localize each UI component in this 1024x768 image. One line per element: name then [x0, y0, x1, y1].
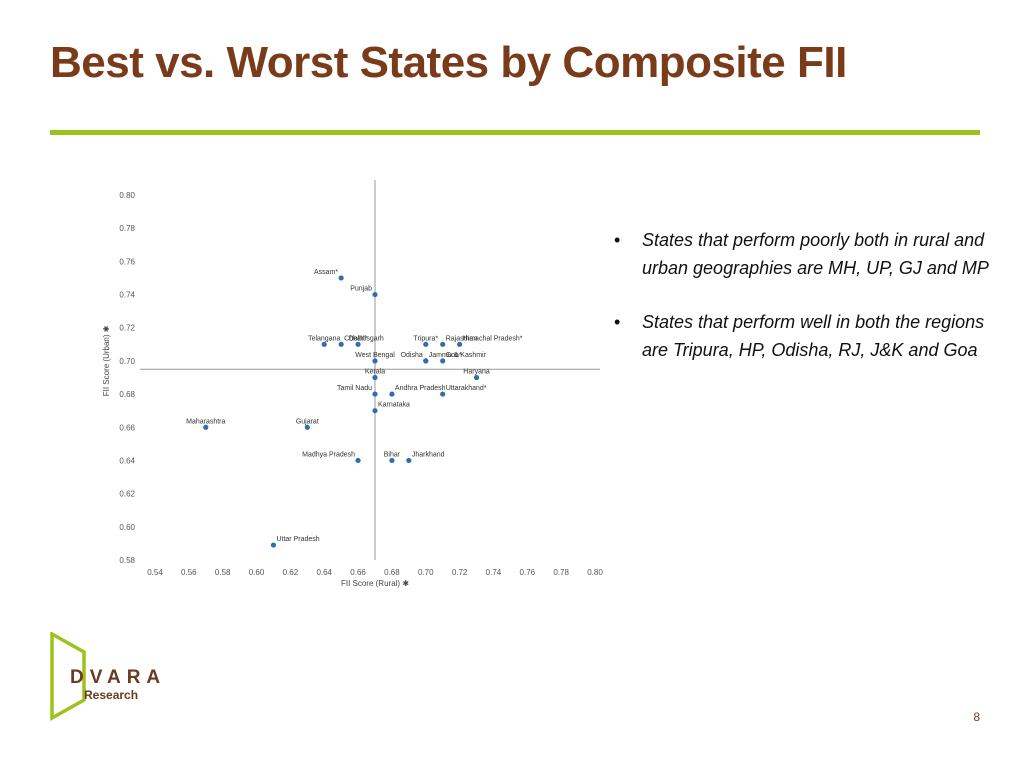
point-label: Karnataka	[378, 402, 410, 409]
point-label: Himachal Pradesh*	[463, 335, 523, 342]
data-point	[440, 358, 446, 364]
x-tick-label: 0.70	[418, 568, 434, 577]
x-tick-label: 0.60	[249, 568, 265, 577]
x-tick-label: 0.62	[283, 568, 299, 577]
data-point	[440, 391, 446, 397]
point-label: Rajasthan	[446, 335, 478, 342]
point-label: Tripura*	[413, 335, 438, 342]
chart-svg: 0.58 0.60 0.62 0.64 0.66 0.68 0.70 0.72 0.74 0.76…	[102, 180, 603, 588]
point-label: Andhra Pradesh	[395, 385, 446, 392]
logo-subtitle: Research	[84, 688, 139, 702]
title-underline	[50, 130, 980, 135]
point-label: Delhi*	[349, 335, 368, 342]
data-point	[389, 391, 395, 397]
scatter-chart: 0.58 0.60 0.62 0.64 0.66 0.68 0.70 0.72 0.74 0.76…	[95, 175, 615, 605]
y-tick-label: 0.68	[119, 390, 135, 399]
y-tick-label: 0.64	[119, 456, 135, 465]
y-tick-label: 0.72	[119, 324, 135, 333]
point-label: Uttar Pradesh	[276, 536, 319, 543]
point-label: Uttarakhand*	[446, 385, 487, 392]
x-tick-label: 0.54	[147, 568, 163, 577]
data-point	[372, 391, 378, 397]
data-point	[338, 275, 344, 281]
bullet-item: • States that perform well in both the r…	[614, 308, 1004, 364]
page-title: Best vs. Worst States by Composite FII	[50, 38, 847, 87]
data-point	[203, 424, 209, 430]
data-point	[372, 291, 378, 298]
logo-name: DVARA	[70, 667, 167, 688]
y-tick-label: 0.70	[119, 357, 135, 366]
point-label: West Bengal	[355, 352, 395, 359]
data-point	[372, 374, 378, 381]
bullet-list: • States that perform poorly both in rur…	[614, 226, 1004, 390]
data-point	[372, 408, 378, 414]
y-tick-label: 0.76	[119, 257, 135, 266]
data-point	[423, 358, 429, 364]
x-tick-label: 0.56	[181, 568, 197, 577]
bullet-text: States that perform poorly both in rural…	[642, 230, 989, 278]
point-label: Odisha	[401, 352, 423, 359]
x-tick-label: 0.68	[384, 568, 400, 577]
dvara-logo: DVARA Research	[48, 632, 178, 722]
x-tick-label: 0.72	[452, 568, 468, 577]
x-tick-label: 0.74	[486, 568, 502, 577]
data-point	[270, 542, 277, 548]
x-tick-label: 0.80	[587, 568, 603, 577]
point-label: Maharashtra	[186, 418, 225, 425]
point-label: Bihar	[384, 451, 401, 458]
x-axis-label: FII Score (Rural) ✱	[341, 579, 409, 588]
y-tick-label: 0.78	[119, 224, 135, 233]
x-tick-label: 0.64	[316, 568, 332, 577]
data-point	[406, 457, 412, 464]
bullet-marker: •	[614, 230, 621, 250]
data-point	[338, 341, 344, 347]
point-label: Assam*	[314, 269, 338, 276]
point-label: Jammu & Kashmir	[429, 352, 487, 359]
point-label: Tamil Nadu	[337, 385, 372, 392]
point-label: Telangana	[308, 335, 340, 342]
point-label: Haryana	[463, 369, 490, 376]
point-label: Madhya Pradesh	[302, 451, 355, 458]
data-point	[440, 341, 446, 347]
point-label: Gujarat	[296, 418, 319, 425]
y-axis-label: FII Score (Urban) ✱	[102, 325, 111, 396]
bullet-marker: •	[614, 312, 621, 332]
data-point	[304, 424, 310, 430]
x-tick-label: 0.58	[215, 568, 231, 577]
x-tick-label: 0.78	[553, 568, 569, 577]
data-point	[372, 358, 378, 364]
data-point	[423, 341, 429, 347]
x-tick-label: 0.76	[520, 568, 536, 577]
point-label: Goa*	[446, 352, 462, 359]
point-label: Punjab	[350, 286, 372, 293]
logo-mark-icon	[50, 632, 86, 721]
data-point	[457, 341, 463, 347]
y-tick-label: 0.60	[119, 523, 135, 532]
data-point	[321, 341, 327, 347]
bullet-item: • States that perform poorly both in rur…	[614, 226, 1004, 282]
page-number: 8	[973, 710, 980, 724]
y-tick-label: 0.74	[119, 291, 135, 300]
x-tick-label: 0.66	[350, 568, 366, 577]
y-tick-label: 0.58	[119, 556, 135, 565]
point-label: Jharkhand	[412, 451, 445, 458]
point-label: Chhattisgarh	[344, 335, 384, 342]
data-point	[389, 457, 395, 464]
point-label: Kerala	[365, 369, 385, 376]
bullet-text: States that perform well in both the reg…	[642, 312, 985, 360]
y-tick-label: 0.62	[119, 490, 135, 499]
data-point	[355, 457, 361, 464]
data-point	[355, 341, 361, 347]
data-point	[473, 374, 480, 381]
y-tick-label: 0.66	[119, 423, 135, 432]
y-tick-label: 0.80	[119, 191, 135, 200]
